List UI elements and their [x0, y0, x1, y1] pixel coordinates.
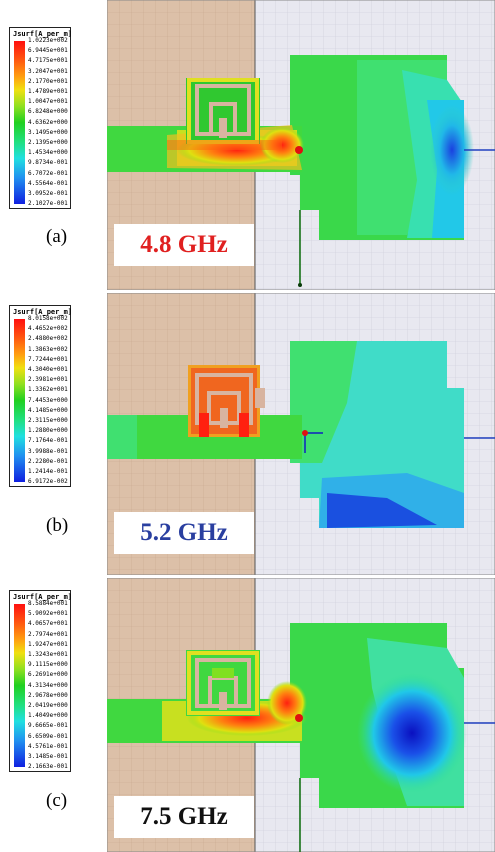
legend-value: 6.8248e+000 — [28, 108, 68, 116]
legend-value: 1.0047e+001 — [28, 98, 68, 106]
legend-value: 6.9445e+001 — [28, 47, 68, 55]
legend-value: 1.4789e+001 — [28, 88, 68, 95]
legend-title: Jsurf[A_per_m] — [13, 593, 73, 601]
legend-value: 4.7175e+001 — [28, 57, 68, 65]
legend-value: 1.2414e-001 — [28, 468, 68, 475]
legend-value: 1.4049e+000 — [28, 712, 68, 720]
legend-value: 8.0158e+002 — [28, 315, 68, 322]
colorbar-scale — [14, 41, 25, 204]
panel-b: Jsurf[A_per_m] 8.0158e+002 4.4652e+002 2… — [0, 293, 495, 575]
legend-value: 2.1663e-001 — [28, 763, 68, 771]
legend-value: 3.0952e-001 — [28, 190, 68, 197]
legend-value: 6.7072e-001 — [28, 169, 68, 177]
legend-value: 6.2691e+000 — [28, 671, 68, 679]
legend-value: 3.1495e+000 — [28, 128, 68, 136]
legend-value: 1.3362e+001 — [28, 386, 68, 394]
legend-value: 2.0419e+000 — [28, 702, 68, 709]
colorbar-legend: Jsurf[A_per_m] 8.5884e+001 5.9092e+001 4… — [9, 590, 73, 772]
legend-value: 3.2047e+001 — [28, 67, 68, 75]
legend-value: 2.3981e+001 — [28, 376, 68, 384]
legend-values: 8.5884e+001 5.9092e+001 4.0657e+001 2.79… — [28, 600, 70, 772]
frequency-label: 5.2 GHz — [114, 512, 254, 554]
legend-value: 2.7974e+001 — [28, 630, 68, 638]
legend-value: 8.5884e+001 — [28, 600, 68, 607]
legend-value: 2.1027e-001 — [28, 200, 68, 208]
legend-value: 2.9678e+000 — [28, 691, 68, 699]
legend-value: 2.3115e+000 — [28, 417, 68, 424]
legend-value: 4.3040e+001 — [28, 366, 68, 373]
legend-value: 4.0657e+001 — [28, 620, 68, 628]
legend-value: 7.7244e+001 — [28, 355, 68, 363]
legend-value: 4.5564e-001 — [28, 179, 68, 187]
legend-value: 4.5761e-001 — [28, 742, 68, 750]
legend-value: 1.0223e+002 — [28, 37, 68, 44]
legend-value: 1.2880e+000 — [28, 427, 68, 435]
legend-title: Jsurf[A_per_m] — [13, 308, 73, 316]
legend-value: 5.9092e+001 — [28, 610, 68, 618]
panel-label: (b) — [46, 515, 69, 536]
colorbar-scale — [14, 604, 25, 767]
legend-value: 4.3134e+000 — [28, 681, 68, 689]
legend-value: 1.9247e+001 — [28, 640, 68, 648]
legend-value: 3.9988e-001 — [28, 447, 68, 455]
legend-value: 9.1115e+000 — [28, 661, 68, 669]
panel-a: Jsurf[A_per_m] 1.0223e+002 6.9445e+001 4… — [0, 0, 495, 290]
legend-value: 2.2280e-001 — [28, 457, 68, 465]
legend-value: 6.9172e-002 — [28, 478, 68, 486]
panel-label: (a) — [46, 226, 68, 247]
legend-value: 9.6665e-001 — [28, 722, 68, 730]
legend-value: 4.6362e+000 — [28, 118, 68, 126]
panel-label: (c) — [46, 790, 68, 811]
legend-value: 3.1485e-001 — [28, 753, 68, 760]
colorbar-legend: Jsurf[A_per_m] 1.0223e+002 6.9445e+001 4… — [9, 27, 73, 209]
colorbar-legend: Jsurf[A_per_m] 8.0158e+002 4.4652e+002 2… — [9, 305, 73, 487]
legend-value: 2.1395e+000 — [28, 139, 68, 146]
legend-value: 2.1770e+001 — [28, 77, 68, 85]
legend-values: 8.0158e+002 4.4652e+002 2.4880e+002 1.38… — [28, 315, 70, 487]
legend-value: 1.3863e+002 — [28, 345, 68, 353]
legend-value: 1.4534e+000 — [28, 149, 68, 157]
legend-value: 1.3243e+001 — [28, 651, 68, 658]
legend-value: 7.1764e-001 — [28, 437, 68, 445]
frequency-label: 7.5 GHz — [114, 796, 254, 838]
current-distribution-plot-a — [107, 0, 495, 290]
legend-title: Jsurf[A_per_m] — [13, 30, 73, 38]
legend-value: 9.8734e-001 — [28, 159, 68, 167]
panel-c: Jsurf[A_per_m] 8.5884e+001 5.9092e+001 4… — [0, 578, 495, 852]
legend-value: 7.4453e+000 — [28, 396, 68, 404]
legend-value: 2.4880e+002 — [28, 335, 68, 343]
colorbar-scale — [14, 319, 25, 482]
legend-values: 1.0223e+002 6.9445e+001 4.7175e+001 3.20… — [28, 37, 70, 209]
legend-value: 4.4652e+002 — [28, 325, 68, 333]
legend-value: 4.1485e+000 — [28, 406, 68, 414]
frequency-label: 4.8 GHz — [114, 224, 254, 266]
legend-value: 6.6509e-001 — [28, 732, 68, 740]
